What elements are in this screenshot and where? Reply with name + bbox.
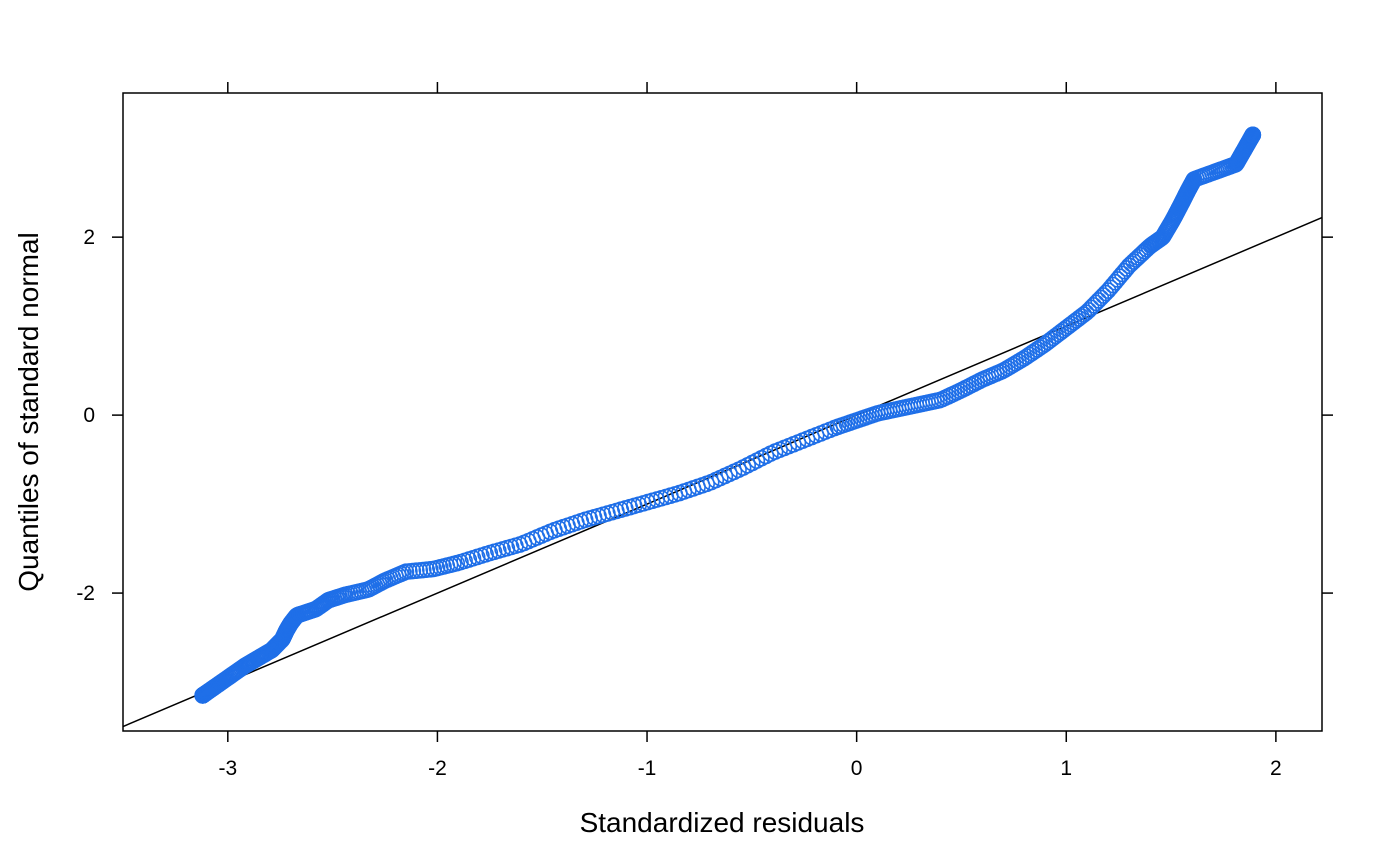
data-point [1244, 126, 1262, 144]
x-tick-label: 2 [1270, 757, 1282, 780]
x-axis-label: Standardized residuals [580, 807, 865, 838]
axis-ticks: -3 -2 -1 0 1 2 -2 0 2 [76, 82, 1333, 780]
x-tick-label: -2 [428, 757, 447, 780]
x-tick-label: 0 [851, 757, 863, 780]
y-tick-label: 0 [83, 404, 95, 427]
y-tick-label: 2 [83, 226, 95, 249]
plot-frame [122, 92, 1323, 732]
data-points [194, 126, 1262, 704]
x-tick-label: -1 [638, 757, 657, 780]
y-tick-label: -2 [76, 582, 95, 605]
y-axis-label: Quantiles of standard normal [13, 232, 44, 592]
x-tick-label: 1 [1060, 757, 1072, 780]
x-tick-label: -3 [218, 757, 237, 780]
